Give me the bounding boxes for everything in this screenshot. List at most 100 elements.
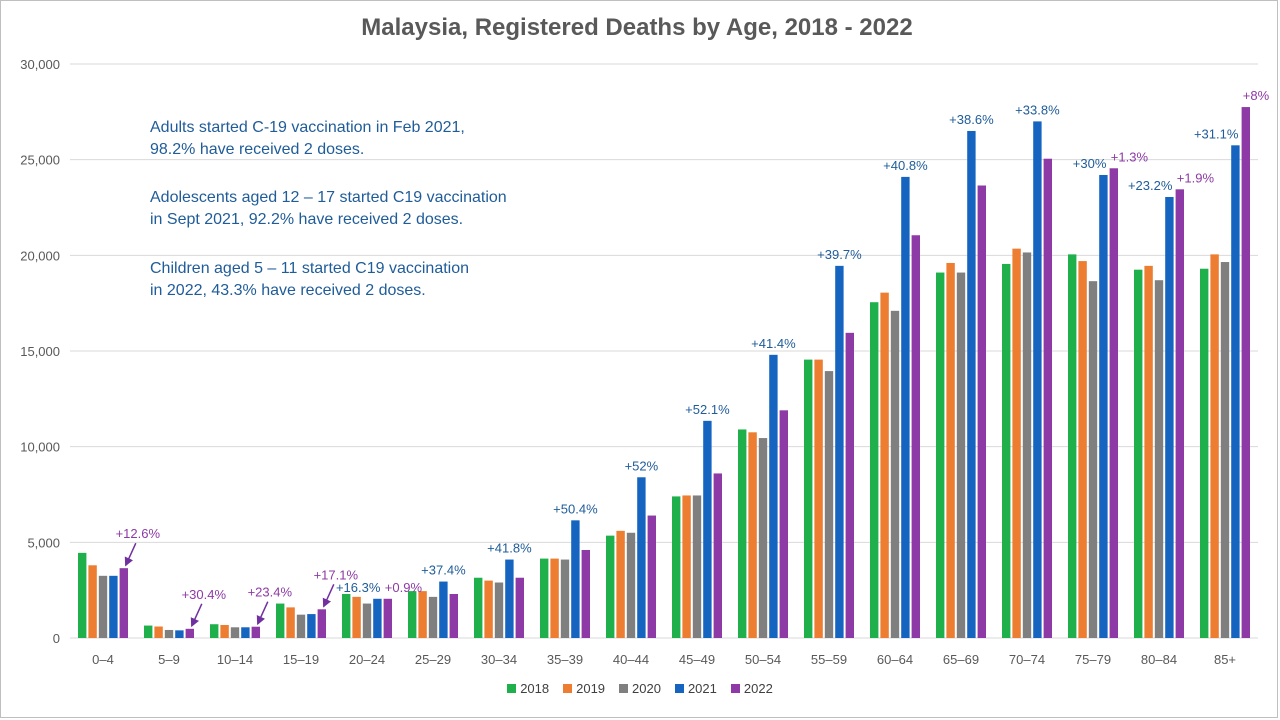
x-tick-label-0-4: 0–4 [92,652,114,667]
bar-2020-15-19 [296,614,306,638]
annotation-2021-75-79: +30% [1073,156,1107,171]
x-tick-label-75-79: 75–79 [1075,652,1111,667]
x-tick-label-40-44: 40–44 [613,652,649,667]
annotation-2022-0-4-arrow [124,542,137,567]
bar-2021-35-39 [571,520,580,638]
bar-2019-40-44 [616,530,625,638]
annotation-2021-60-64: +40.8% [883,158,928,173]
bar-2021-45-49 [703,420,712,638]
bar-2021-70-74 [1033,121,1042,638]
bar-2019-80-84 [1144,265,1153,638]
bar-2018-15-19 [276,603,285,638]
x-tick-label-45-49: 45–49 [679,652,715,667]
bar-2022-80-84 [1175,189,1184,638]
bar-2018-65-69 [936,272,945,638]
bar-2018-85plus [1200,268,1209,638]
bar-2018-45-49 [672,496,681,638]
bar-2019-10-14 [220,624,229,638]
bar-2020-60-64 [890,310,900,638]
bar-2020-30-34 [494,582,504,638]
legend-label-2020: 2020 [632,681,661,696]
bar-2022-15-19 [317,609,326,638]
bar-2021-75-79 [1099,174,1108,638]
legend-swatch-2020 [619,684,629,693]
bar-2022-35-39 [581,549,590,638]
legend-swatch-2021 [674,684,684,693]
bar-2022-40-44 [647,515,656,638]
bar-2019-65-69 [946,262,955,638]
y-tick-label-20000: 20,000 [20,248,60,263]
note-adolescents: Adolescents aged 12 – 17 started C19 vac… [150,187,507,231]
bar-2021-0-4 [109,575,118,638]
legend-swatch-2018 [507,684,517,693]
chart-title: Malaysia, Registered Deaths by Age, 2018… [361,14,913,41]
bar-2018-10-14 [210,624,219,638]
bar-2019-15-19 [286,607,295,638]
annotation-2022-5-9-arrow [190,603,203,628]
annotation-2022-20-24: +0.9% [385,580,423,595]
x-tick-label-65-69: 65–69 [943,652,979,667]
bar-2020-50-54 [758,438,768,638]
bar-2019-50-54 [748,432,757,638]
bar-2018-35-39 [540,558,549,638]
bar-2021-85plus [1231,145,1240,639]
bar-2020-75-79 [1088,281,1098,638]
annotation-2022-75-79: +1.3% [1111,149,1149,164]
bar-2019-70-74 [1012,248,1021,639]
bar-2019-25-29 [418,591,427,638]
bar-2019-60-64 [880,292,889,638]
x-tick-label-15-19: 15–19 [283,652,319,667]
x-tick-label-30-34: 30–34 [481,652,517,667]
annotation-2021-20-24: +16.3% [336,580,381,595]
x-tick-label-5-9: 5–9 [158,652,180,667]
bar-2021-20-24 [373,598,382,638]
bar-2018-50-54 [738,429,747,638]
bar-2021-40-44 [637,477,646,638]
legend-label-2021: 2021 [687,681,717,696]
note-children-line1: Children aged 5 – 11 started C19 vaccina… [150,260,470,277]
bar-2022-25-29 [449,593,458,638]
note-adolescents-line2: in Sept 2021, 92.2% have received 2 dose… [150,211,464,228]
bar-2018-80-84 [1134,269,1143,638]
annotation-2021-45-49: +52.1% [685,402,730,417]
note-children: Children aged 5 – 11 started C19 vaccina… [150,258,469,302]
bar-2019-30-34 [484,580,493,638]
y-tick-label-25000: 25,000 [20,153,60,168]
bar-2019-55-59 [814,359,823,638]
y-tick-label-0: 0 [53,631,60,646]
bar-2020-65-69 [956,272,966,638]
bar-2018-20-24 [342,593,351,638]
bar-2021-55-59 [835,265,844,638]
bar-2022-65-69 [977,185,986,638]
y-tick-label-5000: 5,000 [27,535,60,550]
bar-2020-25-29 [428,596,438,638]
bar-2018-5-9 [144,625,153,638]
bar-2019-45-49 [682,495,691,638]
note-adults-line2: 98.2% have received 2 doses. [150,141,365,158]
annotation-2021-85plus: +31.1% [1194,126,1239,141]
annotation-2022-85plus: +8% [1243,88,1270,103]
legend-label-2018: 2018 [520,681,550,696]
legend-label-2019: 2019 [576,681,606,696]
note-adolescents-line1: Adolescents aged 12 – 17 started C19 vac… [150,189,507,206]
note-adults: Adults started C-19 vaccination in Feb 2… [150,117,465,161]
bar-2022-75-79 [1109,168,1118,638]
bar-2018-30-34 [474,577,483,638]
bar-2019-85plus [1210,254,1219,639]
bar-2021-25-29 [439,581,448,638]
y-tick-label-30000: 30,000 [20,57,60,72]
bar-2020-40-44 [626,532,636,638]
x-tick-label-60-64: 60–64 [877,652,913,667]
bar-2022-85plus [1241,107,1250,639]
annotation-2022-0-4: +12.6% [116,526,161,541]
bar-2022-70-74 [1043,158,1052,638]
legend-item-2018: 2018 [507,681,549,696]
bar-2019-0-4 [88,565,97,638]
bar-2022-20-24 [383,598,392,638]
bar-2020-70-74 [1022,252,1032,639]
bar-2020-85plus [1220,262,1230,638]
legend-item-2020: 2020 [619,681,661,696]
legend-item-2022: 2022 [730,681,773,696]
